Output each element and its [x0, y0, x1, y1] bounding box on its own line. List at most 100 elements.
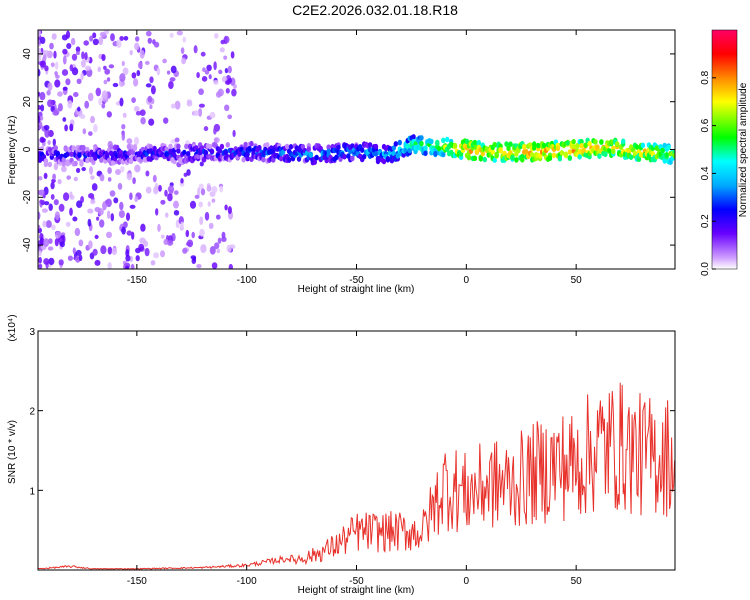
bottom-x-tick-label: 50 — [571, 576, 583, 587]
noise-blob — [41, 137, 46, 143]
ridge-blob — [203, 149, 209, 156]
bottom-y-tick-label: 1 — [29, 486, 35, 497]
ridge-blob — [286, 156, 292, 163]
ridge-blob — [577, 154, 582, 160]
noise-blob — [64, 124, 68, 132]
noise-blob — [38, 263, 43, 269]
noise-blob — [67, 255, 73, 261]
noise-blob — [80, 59, 86, 68]
ridge-blob — [445, 136, 450, 143]
noise-blob — [119, 36, 124, 41]
noise-blob — [113, 197, 119, 204]
ridge-blob — [108, 144, 114, 150]
noise-blob — [108, 64, 115, 69]
noise-blob — [135, 111, 142, 116]
ridge-blob — [405, 143, 410, 150]
noise-blob — [170, 103, 176, 109]
ridge-blob — [241, 156, 246, 163]
noise-blob — [129, 49, 133, 56]
noise-blob — [224, 104, 230, 112]
ridge-blob — [284, 143, 290, 150]
ridge-blob — [176, 148, 181, 154]
noise-blob — [50, 62, 55, 68]
top-x-tick-label: -50 — [349, 275, 364, 286]
noise-blob — [119, 97, 124, 107]
noise-blob — [38, 211, 41, 221]
noise-blob — [61, 69, 69, 76]
noise-blob — [87, 218, 92, 227]
ridge-blob — [593, 139, 598, 145]
noise-blob — [198, 88, 204, 96]
noise-blob — [180, 178, 184, 184]
ridge-blob — [419, 140, 424, 147]
ridge-blob — [367, 142, 373, 148]
noise-blob — [148, 118, 155, 126]
noise-blob — [65, 30, 71, 39]
noise-blob — [38, 189, 45, 196]
ridge-blob — [217, 148, 223, 154]
noise-blob — [164, 189, 168, 197]
ridge-blob — [472, 139, 478, 146]
noise-blob — [38, 30, 41, 37]
noise-blob — [198, 103, 205, 108]
noise-blob — [136, 70, 141, 77]
noise-blob — [99, 173, 105, 182]
noise-blob — [72, 247, 76, 255]
ridge-blob — [314, 154, 319, 161]
noise-blob — [39, 60, 47, 68]
noise-blob — [209, 111, 216, 119]
noise-blob — [43, 201, 50, 206]
noise-blob — [100, 245, 107, 255]
noise-blob — [76, 78, 82, 85]
noise-blob — [84, 52, 88, 61]
noise-blob — [98, 98, 102, 106]
noise-blob — [224, 67, 229, 74]
noise-blob — [131, 97, 137, 103]
ridge-blob — [128, 158, 134, 164]
noise-blob — [48, 238, 53, 244]
noise-blob — [125, 254, 131, 262]
ridge-blob — [599, 139, 604, 145]
noise-blob — [62, 48, 68, 55]
ridge-blob — [411, 134, 416, 140]
noise-blob — [227, 114, 233, 120]
ridge-blob — [362, 153, 367, 160]
noise-blob — [66, 175, 71, 180]
noise-blob — [215, 214, 221, 220]
noise-blob — [38, 176, 43, 181]
noise-blob — [194, 194, 200, 199]
ridge-blob — [184, 143, 189, 150]
noise-blob — [91, 183, 98, 191]
colorbar-tick-label: 0.6 — [700, 118, 711, 132]
noise-blob — [38, 115, 41, 124]
ridge-blob — [628, 154, 634, 160]
noise-blob — [214, 242, 220, 250]
noise-blob — [119, 73, 126, 83]
noise-blob — [67, 99, 73, 109]
ridge-blob — [381, 158, 387, 165]
noise-blob — [138, 243, 145, 252]
noise-blob — [123, 35, 129, 41]
noise-blob — [135, 36, 140, 42]
noise-blob — [133, 106, 140, 112]
noise-blob — [75, 51, 80, 56]
top-x-tick-label: 0 — [464, 275, 470, 286]
ridge-blob — [607, 148, 612, 154]
ridge-blob — [243, 141, 248, 148]
noise-blob — [145, 170, 150, 177]
noise-blob — [160, 234, 165, 239]
noise-blob — [200, 51, 206, 57]
noise-blob — [52, 138, 56, 147]
noise-blob — [101, 103, 106, 109]
noise-blob — [189, 200, 197, 209]
noise-blob — [174, 100, 181, 110]
noise-blob — [147, 95, 153, 103]
noise-blob — [233, 84, 237, 89]
noise-blob — [72, 216, 78, 222]
noise-blob — [53, 199, 59, 206]
snr-panel: -150 -100 -50 0 50 1 2 3 Height of straight li… — [7, 314, 676, 596]
top-x-tick-label: -100 — [237, 275, 257, 286]
noise-blob — [80, 72, 84, 80]
noise-blob — [134, 42, 140, 51]
noise-blob — [165, 212, 169, 218]
